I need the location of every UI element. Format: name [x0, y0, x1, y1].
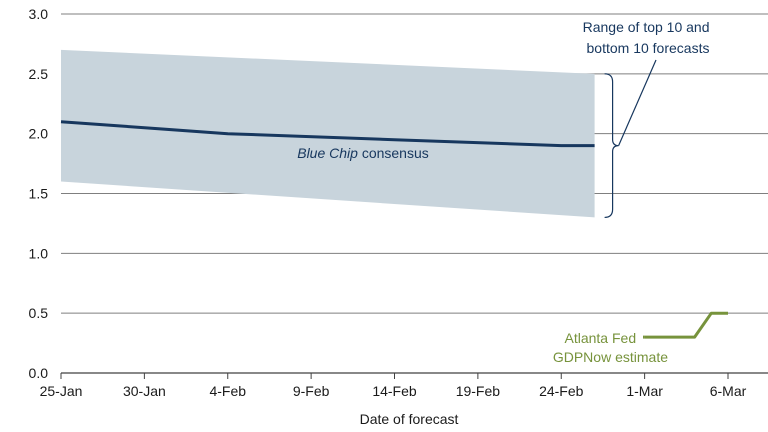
blue-chip-label-rest: consensus [358, 145, 429, 161]
gdpnow-label-line-2: GDPNow estimate [553, 349, 668, 365]
series [60, 120, 728, 339]
y-tick-label: 0.5 [29, 305, 49, 321]
x-tick-label: 30-Jan [123, 383, 166, 399]
band-label-line-2: bottom 10 forecasts [587, 40, 710, 56]
range-band [61, 49, 595, 218]
band-label: Range of top 10 and bottom 10 forecasts [583, 19, 714, 56]
y-tick-label: 1.0 [29, 245, 49, 261]
band-annotation: Range of top 10 and bottom 10 forecasts [583, 19, 714, 219]
band-bracket [604, 73, 619, 219]
x-tick-label: 4-Feb [209, 383, 246, 399]
x-tick-label: 6-Mar [710, 383, 747, 399]
gdpnow-label: Atlanta Fed GDPNow estimate [553, 330, 668, 365]
x-tick-label: 25-Jan [40, 383, 83, 399]
blue-chip-line [60, 120, 595, 148]
gdpnow-line [644, 311, 728, 339]
x-tick-label: 1-Mar [626, 383, 663, 399]
band-leader-line [618, 59, 657, 146]
blue-chip-label: Blue Chip consensus [297, 145, 429, 161]
y-tick-label: 3.0 [29, 6, 49, 22]
forecast-range-band [61, 49, 595, 218]
x-tick-label: 14-Feb [372, 383, 417, 399]
blue-chip-label-italic: Blue Chip [297, 145, 358, 161]
band-label-line-1: Range of top 10 and [583, 19, 710, 35]
x-tick-label: 19-Feb [456, 383, 501, 399]
x-tick-label: 9-Feb [293, 383, 330, 399]
y-tick-label: 0.0 [29, 365, 49, 381]
y-tick-label: 2.0 [29, 126, 49, 142]
gdpnow-label-line-1: Atlanta Fed [565, 330, 637, 346]
x-axis-title: Date of forecast [360, 411, 459, 427]
y-tick-label: 1.5 [29, 186, 49, 202]
y-tick-label: 2.5 [29, 66, 49, 82]
axes: 0.0 0.5 1.0 1.5 2.0 2.5 3.0 25-Jan 30-Jan 4-Feb 9-… [29, 6, 768, 399]
x-tick-label: 24-Feb [539, 383, 584, 399]
